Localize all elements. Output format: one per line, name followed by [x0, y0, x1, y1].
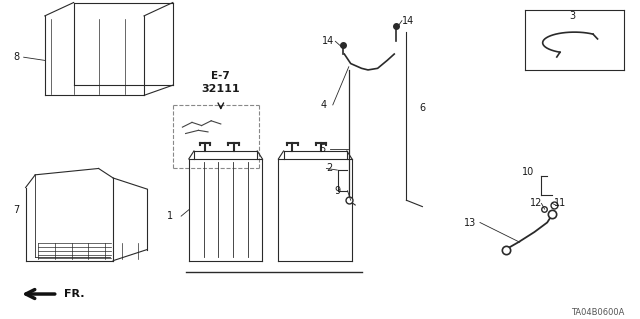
Text: E-7: E-7: [211, 71, 230, 81]
Text: 6: 6: [419, 103, 426, 113]
Text: 32111: 32111: [202, 84, 240, 94]
Text: 5: 5: [319, 145, 325, 154]
Text: 7: 7: [13, 205, 19, 215]
Text: 9: 9: [335, 186, 341, 196]
Text: 10: 10: [522, 167, 534, 177]
Text: 13: 13: [464, 218, 477, 227]
Text: 1: 1: [166, 211, 173, 221]
Text: TA04B0600A: TA04B0600A: [571, 308, 624, 317]
Text: FR.: FR.: [64, 289, 84, 299]
Text: 12: 12: [530, 198, 543, 208]
Text: 3: 3: [570, 11, 576, 21]
Text: 4: 4: [320, 100, 326, 110]
Text: 14: 14: [402, 16, 415, 26]
Text: 2: 2: [326, 163, 333, 174]
Text: 14: 14: [321, 36, 334, 46]
Text: 8: 8: [13, 52, 19, 62]
Text: 11: 11: [554, 198, 566, 208]
